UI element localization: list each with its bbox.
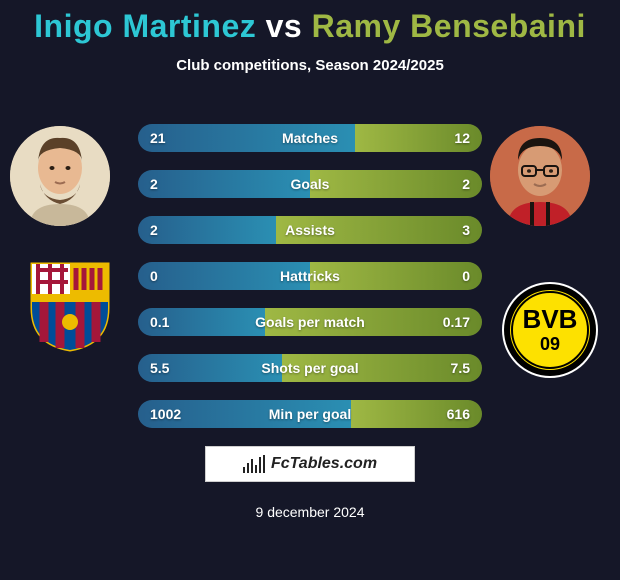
stat-label: Assists <box>138 222 482 238</box>
brand-text: FcTables.com <box>271 455 377 473</box>
stat-label: Hattricks <box>138 268 482 284</box>
player1-avatar <box>10 126 110 226</box>
stat-label: Min per goal <box>138 406 482 422</box>
player2-club-crest: BVB 09 <box>500 280 600 380</box>
stat-row: 23Assists <box>138 216 482 244</box>
stat-row: 2112Matches <box>138 124 482 152</box>
brand-bars-icon <box>243 455 265 473</box>
stat-row: 22Goals <box>138 170 482 198</box>
stat-label: Matches <box>138 130 482 146</box>
subtitle: Club competitions, Season 2024/2025 <box>0 57 620 74</box>
player2-avatar <box>490 126 590 226</box>
generated-date: 9 december 2024 <box>0 504 620 520</box>
stat-label: Goals per match <box>138 314 482 330</box>
page-title: Inigo Martinez vs Ramy Bensebaini <box>0 0 620 45</box>
svg-text:BVB: BVB <box>523 304 578 334</box>
stat-row: 1002616Min per goal <box>138 400 482 428</box>
brand-box[interactable]: FcTables.com <box>205 446 415 482</box>
svg-text:09: 09 <box>540 334 560 354</box>
stat-row: 00Hattricks <box>138 262 482 290</box>
player2-name: Ramy Bensebaini <box>312 8 586 44</box>
stats-table: 2112Matches 22Goals 23Assists 00Hattricks 0.… <box>138 124 482 446</box>
stat-label: Shots per goal <box>138 360 482 376</box>
player1-club-crest <box>20 252 120 352</box>
stat-row: 0.10.17Goals per match <box>138 308 482 336</box>
vs-separator: vs <box>266 8 303 44</box>
player1-name: Inigo Martinez <box>34 8 256 44</box>
stat-row: 5.57.5Shots per goal <box>138 354 482 382</box>
stat-label: Goals <box>138 176 482 192</box>
